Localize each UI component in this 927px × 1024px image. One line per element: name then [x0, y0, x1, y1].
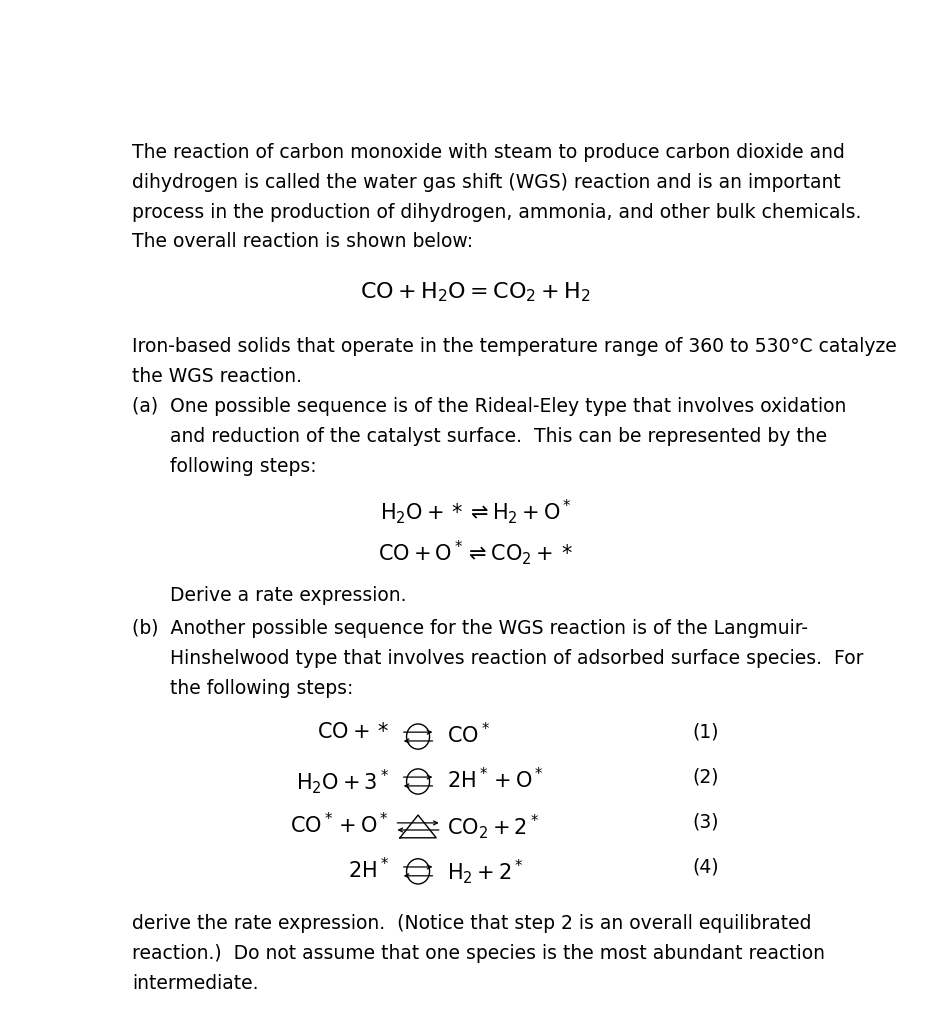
Text: The reaction of carbon monoxide with steam to produce carbon dioxide and: The reaction of carbon monoxide with ste…: [132, 142, 844, 162]
Text: $\mathrm{CO + O^* \rightleftharpoons CO_2 + *}$: $\mathrm{CO + O^* \rightleftharpoons CO_…: [377, 538, 573, 567]
Text: and reduction of the catalyst surface.  This can be represented by the: and reduction of the catalyst surface. T…: [170, 427, 826, 446]
Text: the following steps:: the following steps:: [170, 679, 353, 698]
Text: (1): (1): [692, 722, 718, 741]
Text: intermediate.: intermediate.: [132, 974, 258, 993]
Text: $\mathrm{H_2O + * \rightleftharpoons H_2 + O^*}$: $\mathrm{H_2O + * \rightleftharpoons H_2…: [379, 498, 571, 526]
Text: $\mathrm{H_2 + 2^*}$: $\mathrm{H_2 + 2^*}$: [447, 857, 523, 886]
Text: the WGS reaction.: the WGS reaction.: [132, 368, 301, 386]
Text: The overall reaction is shown below:: The overall reaction is shown below:: [132, 232, 473, 252]
Text: $\mathrm{2H^* + O^*}$: $\mathrm{2H^* + O^*}$: [447, 767, 543, 793]
Text: $\mathrm{2H^*}$: $\mathrm{2H^*}$: [348, 857, 389, 883]
Text: (b)  Another possible sequence for the WGS reaction is of the Langmuir-: (b) Another possible sequence for the WG…: [132, 618, 806, 638]
Text: Derive a rate expression.: Derive a rate expression.: [170, 586, 406, 605]
Text: derive the rate expression.  (Notice that step 2 is an overall equilibrated: derive the rate expression. (Notice that…: [132, 914, 810, 933]
Text: reaction.)  Do not assume that one species is the most abundant reaction: reaction.) Do not assume that one specie…: [132, 944, 824, 964]
Text: $\mathrm{CO_2 + 2^*}$: $\mathrm{CO_2 + 2^*}$: [447, 812, 539, 841]
Text: process in the production of dihydrogen, ammonia, and other bulk chemicals.: process in the production of dihydrogen,…: [132, 203, 860, 221]
Text: $\mathrm{CO + *}$: $\mathrm{CO + *}$: [316, 722, 389, 742]
Text: (a)  One possible sequence is of the Rideal-Eley type that involves oxidation: (a) One possible sequence is of the Ride…: [132, 397, 845, 417]
Text: $\mathrm{H_2O + 3^*}$: $\mathrm{H_2O + 3^*}$: [296, 767, 389, 796]
Text: Iron-based solids that operate in the temperature range of 360 to 530°C catalyze: Iron-based solids that operate in the te…: [132, 337, 895, 356]
Text: Hinshelwood type that involves reaction of adsorbed surface species.  For: Hinshelwood type that involves reaction …: [170, 649, 862, 668]
Text: (3): (3): [692, 812, 718, 831]
Text: (2): (2): [692, 767, 718, 786]
Text: $\mathrm{CO^* + O^*}$: $\mathrm{CO^* + O^*}$: [290, 812, 389, 838]
Text: (4): (4): [692, 857, 718, 877]
Text: following steps:: following steps:: [170, 457, 316, 476]
Text: dihydrogen is called the water gas shift (WGS) reaction and is an important: dihydrogen is called the water gas shift…: [132, 173, 840, 191]
Text: $\mathrm{CO + H_2O = CO_2 + H_2}$: $\mathrm{CO + H_2O = CO_2 + H_2}$: [360, 281, 590, 304]
Text: $\mathrm{CO^*}$: $\mathrm{CO^*}$: [447, 722, 489, 748]
